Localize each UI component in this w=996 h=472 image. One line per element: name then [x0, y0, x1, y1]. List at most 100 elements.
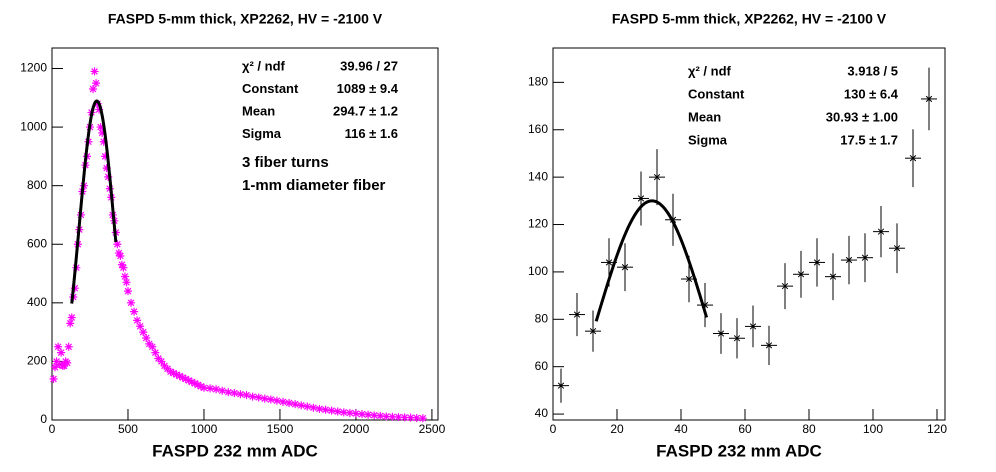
x-tick-label: 1500	[267, 422, 294, 436]
fit-curve	[70, 99, 118, 304]
star-marker	[123, 287, 132, 296]
annotation: 1-mm diameter fiber	[242, 177, 386, 194]
star-marker	[278, 397, 287, 406]
star-marker	[412, 413, 421, 422]
star-marker	[260, 394, 269, 403]
star-marker	[54, 342, 63, 351]
star-marker	[254, 393, 263, 402]
star-marker	[66, 319, 75, 328]
star-marker	[893, 245, 901, 252]
star-marker	[358, 410, 367, 419]
star-marker	[122, 278, 131, 287]
star-marker	[637, 195, 645, 202]
star-marker	[181, 374, 190, 383]
star-marker	[120, 272, 129, 281]
star-marker	[52, 357, 61, 366]
star-marker	[400, 413, 409, 422]
y-tick-label: 40	[535, 406, 549, 420]
star-marker	[113, 240, 122, 249]
stat-label: Sigma	[688, 132, 728, 147]
star-marker	[218, 386, 227, 395]
star-marker	[285, 399, 294, 408]
stat-value: 3.918 / 5	[847, 63, 898, 78]
star-marker	[364, 410, 373, 419]
y-tick-label: 200	[27, 354, 47, 368]
y-tick-label: 80	[535, 311, 549, 325]
star-marker	[160, 361, 169, 370]
star-marker	[133, 316, 142, 325]
y-tick-label: 600	[27, 236, 47, 250]
star-marker	[49, 374, 58, 383]
fit-curve	[594, 199, 709, 322]
annotation: 3 fiber turns	[242, 154, 329, 171]
x-tick-label: 500	[118, 422, 138, 436]
y-tick-label: 0	[40, 412, 47, 426]
stat-value: 1089 ± 9.4	[337, 81, 399, 96]
star-marker	[102, 164, 111, 173]
y-tick-label: 180	[528, 75, 548, 89]
y-tick-label: 160	[528, 122, 548, 136]
star-marker	[406, 413, 415, 422]
x-tick-label: 2000	[343, 422, 370, 436]
star-marker	[653, 173, 661, 181]
stat-label: Constant	[242, 81, 299, 96]
star-marker	[382, 412, 391, 421]
chart-title: FASPD 5-mm thick, XP2262, HV = -2100 V	[108, 11, 383, 27]
star-marker	[166, 367, 175, 376]
star-marker	[145, 339, 154, 348]
star-marker	[573, 311, 581, 318]
x-tick-label: 0	[550, 422, 557, 436]
y-tick-label: 60	[535, 359, 549, 373]
star-marker	[605, 259, 613, 266]
star-marker	[199, 383, 208, 392]
y-tick-label: 800	[27, 178, 47, 192]
star-marker	[163, 364, 172, 373]
y-tick-label: 400	[27, 295, 47, 309]
stat-value: 30.93 ± 1.00	[826, 109, 898, 124]
star-marker	[925, 95, 933, 103]
x-axis-label: FASPD 232 mm ADC	[152, 441, 318, 460]
stat-value: 130 ± 6.4	[844, 86, 899, 101]
star-marker	[845, 256, 853, 264]
star-marker	[196, 382, 205, 391]
x-axis-label: FASPD 232 mm ADC	[656, 441, 822, 460]
x-tick-label: 60	[738, 422, 752, 436]
star-marker	[230, 389, 239, 398]
star-marker	[51, 363, 60, 372]
star-marker	[130, 307, 139, 316]
star-marker	[96, 123, 105, 132]
star-marker	[315, 404, 324, 413]
star-marker	[64, 342, 73, 351]
plot-frame	[552, 47, 946, 421]
x-tick-label: 40	[674, 422, 688, 436]
star-marker	[303, 402, 312, 411]
star-marker	[813, 259, 821, 266]
star-marker	[104, 172, 113, 181]
star-marker	[99, 137, 108, 146]
star-marker	[172, 370, 181, 379]
star-marker	[717, 330, 725, 337]
x-tick-label: 120	[927, 422, 947, 436]
stat-label: χ² / ndf	[242, 58, 286, 73]
y-tick-label: 140	[528, 169, 548, 183]
chart-title: FASPD 5-mm thick, XP2262, HV = -2100 V	[612, 11, 887, 27]
star-marker	[89, 85, 98, 94]
star-marker	[55, 360, 64, 369]
star-marker	[394, 413, 403, 422]
star-marker	[765, 342, 773, 349]
star-marker	[685, 275, 693, 283]
star-marker	[291, 400, 300, 409]
star-marker	[139, 328, 148, 337]
star-marker	[178, 373, 187, 382]
x-tick-label: 100	[863, 422, 883, 436]
x-tick-label: 0	[49, 422, 56, 436]
stat-label: Sigma	[242, 126, 282, 141]
x-tick-label: 1000	[191, 422, 218, 436]
star-marker	[212, 385, 221, 394]
star-marker	[184, 376, 193, 385]
star-marker	[95, 105, 104, 114]
star-marker	[114, 249, 123, 258]
stat-value: 294.7 ± 1.2	[333, 103, 398, 118]
star-marker	[909, 155, 917, 162]
